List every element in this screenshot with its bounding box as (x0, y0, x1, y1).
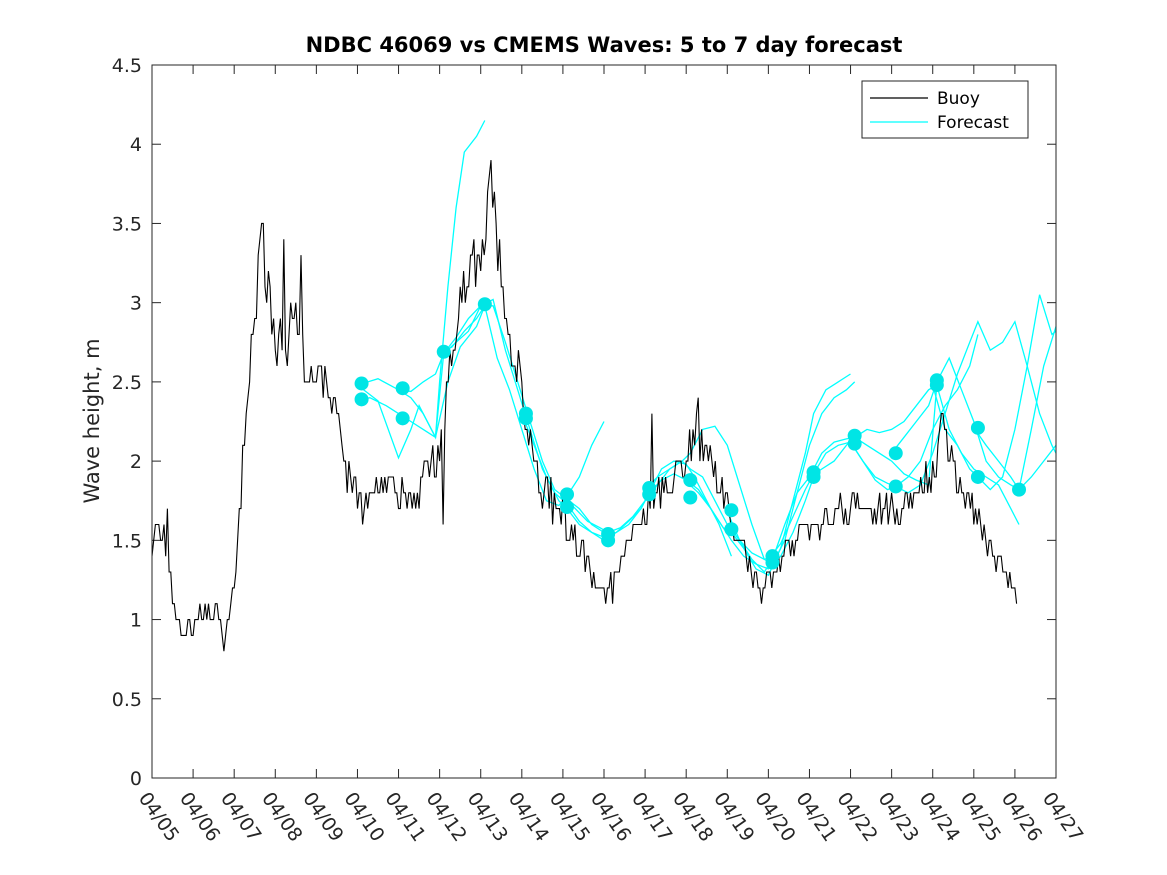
y-tick-label: 0 (130, 768, 142, 790)
y-tick-label: 0.5 (112, 689, 142, 711)
y-tick-label: 1 (130, 610, 142, 632)
forecast-marker (354, 392, 369, 407)
legend-forecast-label: Forecast (937, 113, 1009, 133)
y-tick-label: 3 (130, 293, 142, 315)
forecast-markers (354, 297, 1027, 570)
x-tick-label: 04/11 (380, 788, 429, 845)
forecast-marker (970, 469, 985, 484)
forecast-line (439, 304, 605, 507)
chart-title: NDBC 46069 vs CMEMS Waves: 5 to 7 day fo… (306, 33, 903, 57)
forecast-marker (1012, 482, 1027, 497)
forecast-line (891, 326, 1056, 491)
x-tick-label: 04/23 (874, 788, 923, 845)
x-tick-label: 04/08 (257, 788, 306, 845)
x-tick-label: 04/22 (832, 788, 881, 845)
x-tick-label: 04/17 (627, 788, 676, 845)
plot-frame (151, 64, 1057, 779)
forecast-marker (970, 420, 985, 435)
forecast-marker (683, 473, 698, 488)
forecast-marker (395, 411, 410, 426)
forecast-line (767, 334, 979, 560)
x-tick-label: 04/19 (709, 788, 758, 845)
x-tick-label: 04/09 (298, 788, 347, 845)
forecast-line (726, 384, 938, 574)
buoy-line (152, 160, 1018, 652)
legend-box (861, 80, 1029, 139)
forecast-line (357, 305, 486, 439)
forecast-line (973, 427, 1056, 491)
y-tick-label: 4 (130, 134, 142, 156)
forecast-marker (642, 487, 657, 502)
x-tick-label: 04/27 (1038, 788, 1087, 845)
x-tick-label: 04/07 (216, 788, 265, 845)
x-tick-label: 04/13 (463, 788, 512, 845)
forecast-marker (888, 479, 903, 494)
x-tick-label: 04/12 (422, 788, 471, 845)
forecast-marker (724, 522, 739, 537)
forecast-line (808, 384, 1020, 525)
forecast-marker (929, 378, 944, 393)
forecast-marker (724, 503, 739, 518)
forecast-marker (888, 446, 903, 461)
forecast-line (685, 373, 851, 577)
forecast-marker (395, 381, 410, 396)
forecast-marker (806, 469, 821, 484)
forecast-marker (436, 344, 451, 359)
y-tick-label: 1.5 (112, 530, 142, 552)
forecast-marker (601, 533, 616, 548)
forecast-marker (518, 411, 533, 426)
forecast-marker (683, 490, 698, 505)
x-tick-label: 04/21 (791, 788, 840, 845)
x-tick-label: 04/15 (545, 788, 594, 845)
x-tick-label: 04/26 (997, 788, 1046, 845)
y-axis-label: Wave height, m (80, 338, 104, 503)
x-tick-label: 04/25 (956, 788, 1005, 845)
forecast-marker (847, 436, 862, 451)
forecast-marker (560, 500, 575, 515)
x-tick-label: 04/06 (175, 788, 224, 845)
x-tick-label: 04/14 (504, 788, 553, 845)
x-tick-label: 04/18 (668, 788, 717, 845)
forecast-marker (477, 297, 492, 312)
x-tick-label: 04/20 (750, 788, 799, 845)
forecast-line (932, 294, 1056, 491)
y-axis: 0 0.5 1 1.5 2 2.5 3 3.5 4 4.5 (112, 55, 1056, 790)
legend-buoy-label: Buoy (937, 89, 980, 109)
forecast-marker (560, 487, 575, 502)
y-tick-label: 4.5 (112, 55, 142, 77)
y-tick-label: 3.5 (112, 213, 142, 235)
x-tick-label: 04/24 (915, 788, 964, 845)
x-tick-label: 04/10 (339, 788, 388, 845)
legend: Buoy Forecast (861, 80, 1029, 139)
x-tick-label: 04/05 (134, 788, 183, 845)
y-tick-label: 2.5 (112, 372, 142, 394)
forecast-marker (354, 376, 369, 391)
forecast-marker (765, 555, 780, 570)
forecast-line (644, 381, 856, 566)
x-tick-label: 04/16 (586, 788, 635, 845)
y-tick-label: 2 (130, 451, 142, 473)
